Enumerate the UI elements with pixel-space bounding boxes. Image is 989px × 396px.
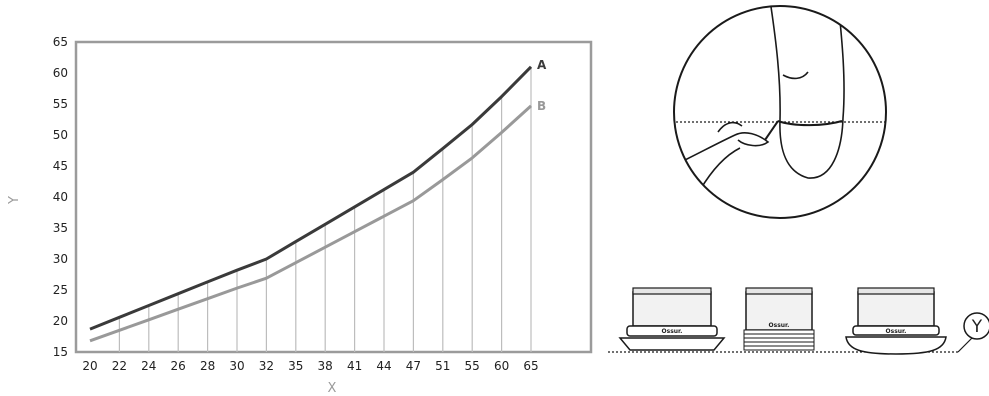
liner-product: Ossur. [845,287,947,355]
brand-label: Ossur. [769,322,790,329]
liner-product: Ossur. [618,287,726,351]
x-tick-label: 44 [376,359,391,373]
x-tick-label: 24 [141,359,156,373]
brand-label: Ossur. [886,328,907,335]
x-tick-label: 51 [435,359,450,373]
x-tick-label: 55 [465,359,480,373]
x-tick-labels: 20 22 24 26 28 30 32 35 38 41 44 47 51 55 60 65 [82,359,538,373]
x-tick-label: 26 [171,359,186,373]
y-tick-label: 15 [53,345,68,359]
x-tick-label: 20 [82,359,97,373]
hand-outline [684,132,770,161]
callout-leader [957,337,973,353]
x-tick-label: 28 [200,359,215,373]
x-tick-label: 38 [318,359,333,373]
series-labels: AB [537,58,547,113]
y-tick-label: 65 [53,35,68,49]
brand-label: Ossur. [662,328,683,335]
y-tick-label: 45 [53,159,68,173]
series-lines [89,65,533,343]
tape-end [764,120,779,141]
series-line-a [89,65,533,331]
y-tick-label: 30 [53,252,68,266]
x-tick-label: 60 [494,359,509,373]
x-tick-label: 32 [259,359,274,373]
x-tick-label: 35 [288,359,303,373]
series-label-a: A [537,58,547,72]
plot-frame [74,40,593,354]
y-tick-label: 60 [53,66,68,80]
callout-label: Y [971,317,983,337]
y-tick-label: 55 [53,97,68,111]
callout-circle [963,312,989,340]
y-tick-label: 40 [53,190,68,204]
x-tick-label: 41 [347,359,362,373]
measuring-tape [777,120,843,127]
x-tick-label: 22 [112,359,127,373]
liner-product: Ossur. [743,287,815,351]
y-tick-label: 35 [53,221,68,235]
x-axis-label: X [328,381,337,396]
series-line-b [89,104,533,343]
knee-crease [782,71,809,80]
limb-outline [769,6,845,179]
y-tick-labels: 15 20 25 30 35 40 45 50 55 60 65 [53,35,68,359]
x-tick-label: 65 [523,359,538,373]
x-tick-label: 47 [406,359,421,373]
circumference-measurement-figure [673,5,887,219]
x-tick-label: 30 [229,359,244,373]
y-tick-label: 20 [53,314,68,328]
y-tick-label: 50 [53,128,68,142]
finger-outline [717,121,743,133]
y-tick-label: 25 [53,283,68,297]
series-label-b: B [537,99,546,113]
y-axis-label: Y [7,196,22,205]
